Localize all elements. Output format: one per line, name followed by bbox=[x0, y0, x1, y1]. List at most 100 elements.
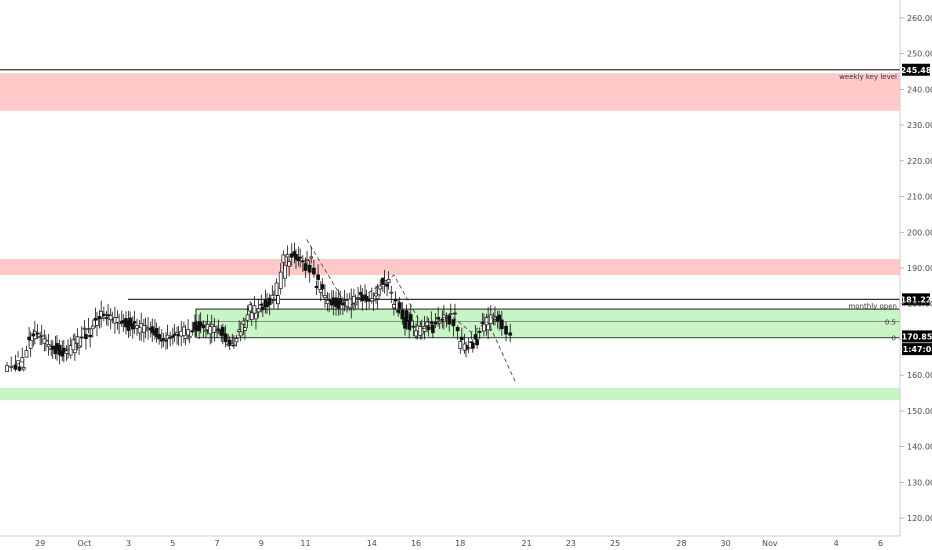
x-tick-label: 7 bbox=[215, 539, 220, 548]
candle-body bbox=[396, 310, 400, 313]
candle-body bbox=[238, 331, 243, 337]
price-tag: 170.85 bbox=[902, 332, 932, 341]
fib-level-label: 0.5 bbox=[885, 319, 896, 327]
candle-body bbox=[411, 325, 416, 328]
candle-body bbox=[473, 334, 478, 340]
candle-body bbox=[161, 338, 166, 340]
candle-body bbox=[491, 315, 496, 319]
candle-body bbox=[68, 345, 73, 356]
candle-body bbox=[53, 345, 58, 355]
candle-body bbox=[285, 254, 290, 258]
candle-body bbox=[132, 321, 137, 324]
fib-level-label: 0 bbox=[892, 335, 896, 343]
candle-body bbox=[126, 320, 131, 331]
x-tick-label: 11 bbox=[300, 539, 310, 548]
candle-body bbox=[252, 305, 257, 314]
candle-body bbox=[484, 317, 489, 326]
candle-body bbox=[437, 321, 442, 324]
candle-body bbox=[323, 294, 327, 299]
candle-body bbox=[341, 302, 345, 306]
price-tag: 01:47:08 bbox=[897, 345, 932, 354]
y-tick-label: 190.00 bbox=[907, 264, 932, 273]
candle-body bbox=[245, 314, 250, 321]
supply-zone bbox=[0, 259, 900, 276]
candle-body bbox=[400, 309, 405, 320]
x-tick-label: 18 bbox=[455, 539, 465, 548]
candle-body bbox=[168, 336, 173, 339]
candle-body bbox=[305, 258, 309, 262]
candle-body bbox=[260, 306, 265, 311]
candle-body bbox=[458, 341, 463, 349]
candle-body bbox=[369, 298, 374, 302]
y-tick-label: 210.00 bbox=[907, 193, 932, 202]
candle-body bbox=[320, 284, 325, 290]
candle-body bbox=[462, 343, 467, 351]
candle-body bbox=[495, 316, 500, 322]
candle-body bbox=[193, 321, 197, 331]
candle-body bbox=[278, 271, 283, 290]
x-tick-label: 25 bbox=[610, 539, 620, 548]
candle-body bbox=[13, 364, 18, 370]
candle-body bbox=[309, 256, 314, 259]
y-tick-label: 240.00 bbox=[907, 85, 932, 94]
candle-body bbox=[403, 317, 407, 329]
candle-body bbox=[426, 326, 431, 330]
candle-body bbox=[386, 279, 391, 283]
candle-body bbox=[300, 260, 305, 263]
candle-body bbox=[159, 339, 164, 342]
candle-body bbox=[60, 350, 65, 357]
candle-body bbox=[451, 319, 456, 327]
price-tag-bg bbox=[902, 330, 932, 343]
candle-body bbox=[276, 295, 280, 305]
candle-body bbox=[64, 350, 69, 354]
x-tick-label: 28 bbox=[676, 539, 686, 548]
candle-body bbox=[212, 326, 217, 333]
candle-body bbox=[374, 292, 378, 297]
candle-body bbox=[16, 360, 20, 365]
candle-body bbox=[254, 312, 258, 320]
candle-body bbox=[329, 300, 334, 306]
candle-body bbox=[219, 329, 224, 336]
candle-body bbox=[90, 325, 95, 330]
candle-body bbox=[101, 313, 106, 317]
candle-body bbox=[215, 329, 219, 332]
candle-body bbox=[475, 339, 479, 346]
candle-body bbox=[318, 289, 323, 293]
candle-body bbox=[392, 304, 396, 309]
candle-body bbox=[137, 327, 142, 334]
candle-body bbox=[237, 329, 242, 332]
x-tick-label: 21 bbox=[522, 539, 532, 548]
candle-body bbox=[358, 292, 363, 296]
candle-body bbox=[115, 317, 120, 323]
candle-body bbox=[79, 336, 84, 339]
projection-path bbox=[306, 239, 516, 383]
candle-body bbox=[82, 327, 87, 330]
candle-body bbox=[201, 324, 206, 329]
candle-body bbox=[469, 341, 474, 343]
candle-body bbox=[230, 342, 235, 346]
y-tick-label: 140.00 bbox=[907, 443, 932, 452]
candle-body bbox=[187, 335, 192, 339]
demand-zone-fib bbox=[195, 308, 901, 339]
x-tick-label: 23 bbox=[566, 539, 576, 548]
candle-body bbox=[259, 303, 264, 306]
candle-body bbox=[385, 283, 389, 287]
candle-body bbox=[5, 365, 9, 372]
candle-body bbox=[234, 338, 239, 343]
candle-body bbox=[429, 321, 434, 324]
candle-body bbox=[71, 339, 76, 351]
candle-body bbox=[38, 336, 43, 339]
candle-body bbox=[267, 297, 272, 305]
candle-body bbox=[9, 365, 14, 368]
candle-body bbox=[28, 339, 33, 349]
candle-body bbox=[296, 256, 301, 262]
candle-body bbox=[480, 322, 485, 324]
candle-body bbox=[31, 333, 36, 337]
candle-body bbox=[223, 333, 228, 343]
candle-body bbox=[425, 321, 429, 326]
candle-body bbox=[459, 336, 464, 341]
candle-body bbox=[241, 320, 246, 325]
candle-body bbox=[303, 263, 308, 271]
y-tick-label: 160.00 bbox=[907, 371, 932, 380]
